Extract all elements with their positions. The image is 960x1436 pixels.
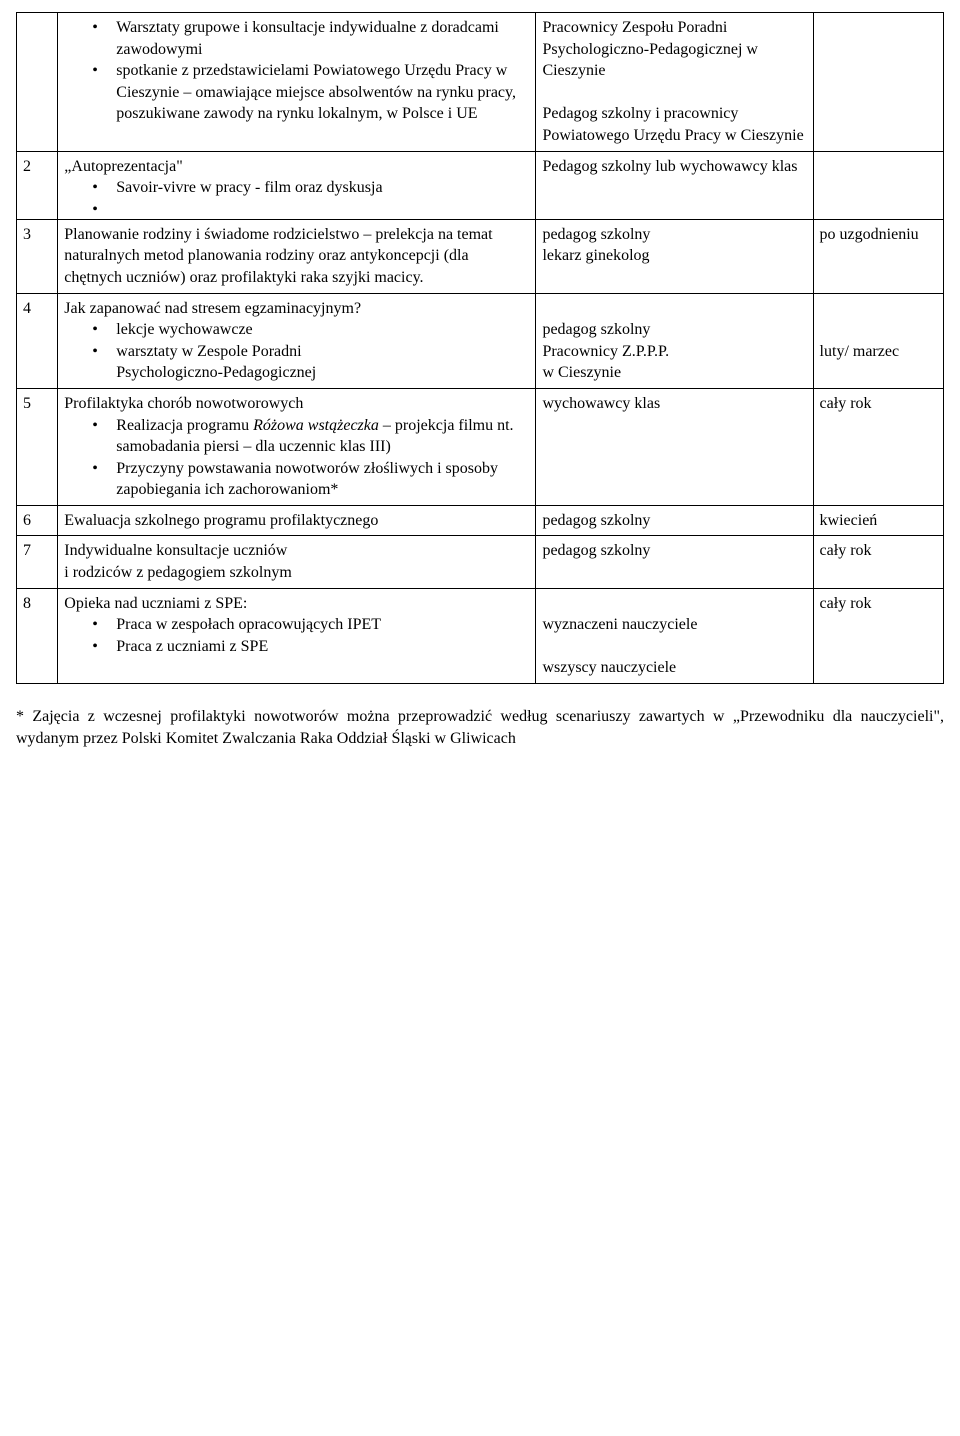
row-date: cały rok: [813, 388, 943, 505]
program-table: Warsztaty grupowe i konsultacje indywidu…: [16, 12, 944, 684]
row-date: kwiecień: [813, 505, 943, 536]
table-row: 3 Planowanie rodziny i świadome rodzicie…: [17, 219, 944, 293]
table-row: 7 Indywidualne konsultacje uczniów i rod…: [17, 536, 944, 588]
row-topic: Planowanie rodziny i świadome rodziciels…: [58, 219, 536, 293]
row-topic: Indywidualne konsultacje uczniów i rodzi…: [58, 536, 536, 588]
row-topic: Jak zapanować nad stresem egzaminacyjnym…: [58, 293, 536, 388]
row-number: 2: [17, 151, 58, 219]
row-number: 4: [17, 293, 58, 388]
row-date: po uzgodnieniu: [813, 219, 943, 293]
row-responsible: Pedagog szkolny lub wychowawcy klas: [536, 151, 813, 219]
row-responsible: Pracownicy Zespołu Poradni Psychologiczn…: [536, 13, 813, 152]
topic-text: Indywidualne konsultacje uczniów i rodzi…: [64, 540, 529, 583]
table-row: 4 Jak zapanować nad stresem egzaminacyjn…: [17, 293, 944, 388]
bullet-item: [92, 199, 529, 215]
table-row: 2 „Autoprezentacja" Savoir-vivre w pracy…: [17, 151, 944, 219]
bullet-item: Praca z uczniami z SPE: [92, 636, 529, 658]
topic-text: Planowanie rodziny i świadome rodziciels…: [64, 224, 529, 289]
topic-title: „Autoprezentacja": [64, 156, 529, 178]
footnote: * Zajęcia z wczesnej profilaktyki nowotw…: [16, 706, 944, 749]
row-responsible: pedagog szkolny Pracownicy Z.P.P.P. w Ci…: [536, 293, 813, 388]
bullet-item: warsztaty w Zespole Poradni: [92, 341, 529, 363]
bullet-item: spotkanie z przedstawicielami Powiatoweg…: [92, 60, 529, 125]
table-row: Warsztaty grupowe i konsultacje indywidu…: [17, 13, 944, 152]
bullet-item: Realizacja programu Różowa wstążeczka – …: [92, 415, 529, 458]
bullet-item: Savoir-vivre w pracy - film oraz dyskusj…: [92, 177, 529, 199]
bullet-item: Przyczyny powstawania nowotworów złośliw…: [92, 458, 529, 501]
row-topic: Ewaluacja szkolnego programu profilaktyc…: [58, 505, 536, 536]
row-responsible: wyznaczeni nauczyciele wszyscy nauczycie…: [536, 588, 813, 683]
bullet-item: lekcje wychowawcze: [92, 319, 529, 341]
row-date: luty/ marzec: [813, 293, 943, 388]
table-row: 6 Ewaluacja szkolnego programu profilakt…: [17, 505, 944, 536]
row-responsible: wychowawcy klas: [536, 388, 813, 505]
row-topic: Profilaktyka chorób nowotworowych Realiz…: [58, 388, 536, 505]
row-number: 6: [17, 505, 58, 536]
row-responsible: pedagog szkolny: [536, 505, 813, 536]
bullet-item: Praca w zespołach opracowujących IPET: [92, 614, 529, 636]
row-number: 3: [17, 219, 58, 293]
topic-title: Profilaktyka chorób nowotworowych: [64, 393, 529, 415]
row-date: cały rok: [813, 536, 943, 588]
row-topic: Warsztaty grupowe i konsultacje indywidu…: [58, 13, 536, 152]
topic-title: Jak zapanować nad stresem egzaminacyjnym…: [64, 298, 529, 320]
row-date: [813, 151, 943, 219]
row-number: 5: [17, 388, 58, 505]
row-topic: „Autoprezentacja" Savoir-vivre w pracy -…: [58, 151, 536, 219]
row-responsible: pedagog szkolny: [536, 536, 813, 588]
subline: Psychologiczno-Pedagogicznej: [64, 362, 529, 384]
table-row: 8 Opieka nad uczniami z SPE: Praca w zes…: [17, 588, 944, 683]
row-number: 7: [17, 536, 58, 588]
row-topic: Opieka nad uczniami z SPE: Praca w zespo…: [58, 588, 536, 683]
row-responsible: pedagog szkolny lekarz ginekolog: [536, 219, 813, 293]
table-row: 5 Profilaktyka chorób nowotworowych Real…: [17, 388, 944, 505]
topic-text: Ewaluacja szkolnego programu profilaktyc…: [64, 510, 529, 532]
topic-title: Opieka nad uczniami z SPE:: [64, 593, 529, 615]
bullet-item: Warsztaty grupowe i konsultacje indywidu…: [92, 17, 529, 60]
row-number: [17, 13, 58, 152]
row-date: [813, 13, 943, 152]
row-date: cały rok: [813, 588, 943, 683]
row-number: 8: [17, 588, 58, 683]
